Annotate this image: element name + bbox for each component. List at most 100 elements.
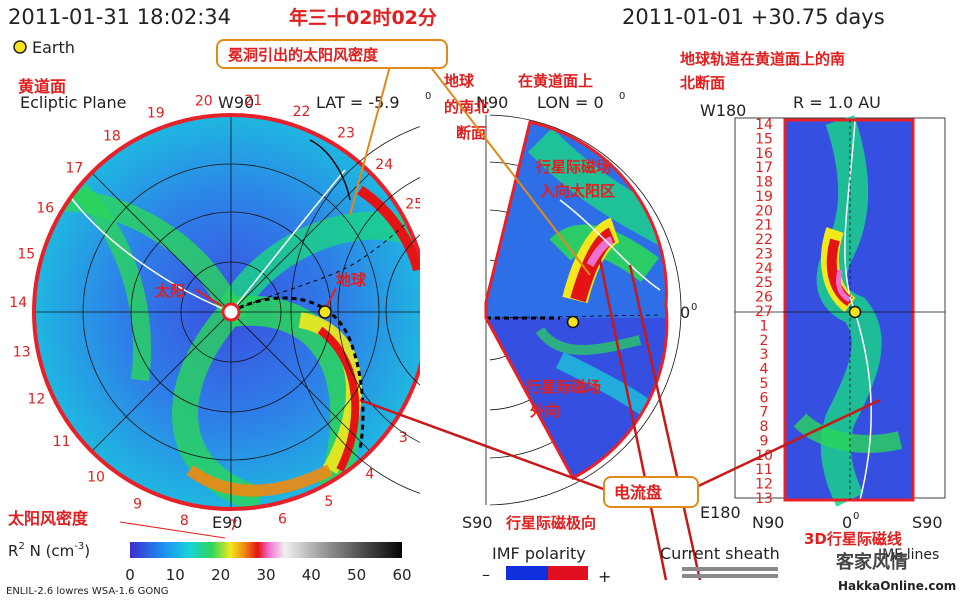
current-sheath-swatch-1 bbox=[682, 567, 778, 571]
density-arm-orange bbox=[186, 464, 333, 497]
orbit-panel: R = 1.0 AU W180 E180 N90 0 0 S90 1415161… bbox=[700, 93, 946, 532]
ecliptic-sector-label: 5 bbox=[324, 494, 333, 510]
meridional-right-label: 0 bbox=[680, 303, 690, 322]
orbit-sector-label: 8 bbox=[760, 419, 769, 435]
orbit-sector-labels: 1415161718192021222324252627123456789101… bbox=[755, 117, 773, 507]
orbit-sector-label: 24 bbox=[755, 261, 773, 277]
meridional-right-sup: 0 bbox=[691, 302, 697, 313]
orbit-x-label-left: N90 bbox=[752, 513, 784, 532]
ecliptic-sector-label: 22 bbox=[293, 104, 311, 120]
watermark-cn: 客家风情 bbox=[836, 551, 908, 573]
density-arm-west bbox=[73, 183, 151, 382]
density-arm-red-ne bbox=[357, 185, 423, 272]
orbit-sector-label: 11 bbox=[755, 462, 773, 478]
orbit-sector-label: 2 bbox=[760, 333, 769, 349]
annot-orbit-section-1: 地球轨道在黄道面上的南 bbox=[680, 50, 845, 68]
current-sheath-swatch-2 bbox=[682, 574, 778, 578]
colorbar-tick-label: 10 bbox=[166, 566, 185, 584]
ecliptic-sector-label: 13 bbox=[13, 344, 31, 360]
orbit-sector-label: 4 bbox=[760, 362, 769, 378]
ecliptic-sector-label: 8 bbox=[180, 513, 189, 529]
run-date-text: 2011-01-01 +30.75 days bbox=[622, 5, 885, 29]
colorbar-tick-label: 40 bbox=[302, 566, 321, 584]
lat-label: LAT = -5.9 bbox=[316, 93, 400, 112]
orbit-sector-label: 13 bbox=[755, 491, 773, 507]
orbit-x-mid-sup: 0 bbox=[853, 511, 859, 522]
colorbar-tick-label: 30 bbox=[256, 566, 275, 584]
lat-sup: 0 bbox=[425, 91, 431, 102]
datetime-text: 2011-01-31 18:02:34 bbox=[8, 5, 231, 29]
orbit-sector-label: 22 bbox=[755, 232, 773, 248]
orbit-x-label-right: S90 bbox=[912, 513, 943, 532]
sun-marker bbox=[221, 302, 241, 322]
model-info-footer: ENLIL-2.6 lowres WSA-1.6 GONG bbox=[6, 586, 169, 597]
current-sheet-pointer-right bbox=[689, 398, 881, 492]
orbit-sector-label: 20 bbox=[755, 203, 773, 219]
orbit-sector-label: 21 bbox=[755, 218, 773, 234]
meridional-bottom-label: S90 bbox=[462, 513, 493, 532]
orbit-x-label-mid: 0 bbox=[842, 513, 852, 532]
annot-earth: 地球 bbox=[336, 271, 367, 289]
ecliptic-sector-label: 23 bbox=[337, 126, 355, 142]
imf-polarity-positive-swatch bbox=[548, 566, 588, 580]
ecliptic-title: Ecliptic Plane bbox=[20, 93, 126, 112]
colorbar-tick-label: 0 bbox=[125, 566, 135, 584]
coronal-hole-pointer-left bbox=[429, 65, 591, 276]
ecliptic-sector-label: 3 bbox=[399, 430, 408, 446]
annot-solar-wind-density: 太阳风密度 bbox=[7, 509, 89, 528]
current-sheath-title: Current sheath bbox=[660, 544, 780, 563]
orbit-sector-label: 14 bbox=[755, 117, 773, 133]
ecliptic-sector-label: 16 bbox=[36, 201, 54, 217]
ecliptic-sector-label: 6 bbox=[278, 512, 287, 528]
ecliptic-sector-label: 21 bbox=[244, 93, 262, 109]
orbit-sector-label: 9 bbox=[760, 434, 769, 450]
coronal-hole-pointer-right bbox=[349, 65, 391, 216]
ecliptic-sector-label: 19 bbox=[147, 106, 165, 122]
colorbar-tick-label: 50 bbox=[347, 566, 366, 584]
annot-imf-inward-2: 入向太阳区 bbox=[540, 182, 615, 200]
orbit-sector-label: 27 bbox=[755, 304, 773, 320]
orbit-sector-label: 5 bbox=[760, 376, 769, 392]
meridional-top-label: N90 bbox=[476, 93, 508, 112]
annot-in-ecliptic: 在黄道面上 bbox=[518, 72, 593, 90]
annot-imf-outward-2: 外向 bbox=[529, 402, 560, 420]
current-sheet-pointer-down-1 bbox=[598, 259, 668, 581]
orbit-r-label: R = 1.0 AU bbox=[793, 93, 881, 112]
ecliptic-sector-label: 15 bbox=[17, 246, 35, 262]
colorbar bbox=[130, 542, 402, 558]
datetime-cn-text: 年三十02时02分 bbox=[289, 6, 437, 29]
annot-earth-section-1: 地球 bbox=[444, 72, 475, 90]
orbit-sector-label: 1 bbox=[760, 318, 769, 334]
ecliptic-sector-label: 12 bbox=[27, 392, 45, 408]
earth-marker-orbit bbox=[848, 305, 862, 319]
orbit-sector-label: 17 bbox=[755, 160, 773, 176]
ecliptic-sector-label: 24 bbox=[375, 157, 393, 173]
current-sheet-pointer-left bbox=[359, 398, 607, 492]
density-arm-red bbox=[317, 326, 360, 472]
ecliptic-sector-label: 14 bbox=[9, 295, 27, 311]
earth-marker-meridional bbox=[566, 315, 580, 329]
colorbar-ticks: 0 10 20 30 40 50 60 bbox=[125, 566, 411, 584]
ecliptic-sector-label: 18 bbox=[103, 128, 121, 144]
colorbar-tick-label: 60 bbox=[392, 566, 411, 584]
orbit-sector-label: 19 bbox=[755, 189, 773, 205]
imf-polarity-plus: + bbox=[598, 567, 611, 586]
ecliptic-bottom-label: E90 bbox=[212, 513, 242, 532]
annot-earth-pointer bbox=[326, 287, 337, 307]
colorbar-tick-label: 20 bbox=[211, 566, 230, 584]
orbit-top-label: W180 bbox=[700, 101, 746, 120]
annot-earth-section-2: 的南北 bbox=[444, 98, 489, 116]
annot-sun: 太阳 bbox=[155, 282, 185, 300]
orbit-sector-label: 3 bbox=[760, 347, 769, 363]
lon-sup: 0 bbox=[619, 91, 625, 102]
orbit-sector-label: 25 bbox=[755, 275, 773, 291]
colorbar-label-r: R2 N (cm-3) bbox=[8, 541, 90, 560]
ecliptic-sector-labels: 1234567891011121314151617181920212223242… bbox=[9, 93, 452, 534]
annot-coronal-hole: 冕洞引出的太阳风密度 bbox=[228, 46, 379, 64]
orbit-sector-label: 16 bbox=[755, 146, 773, 162]
ecliptic-sector-label: 25 bbox=[405, 196, 423, 212]
annot-density-pointer bbox=[119, 521, 226, 539]
ecliptic-panel: Ecliptic Plane W90 E90 0 0 1234567891011… bbox=[9, 93, 454, 534]
